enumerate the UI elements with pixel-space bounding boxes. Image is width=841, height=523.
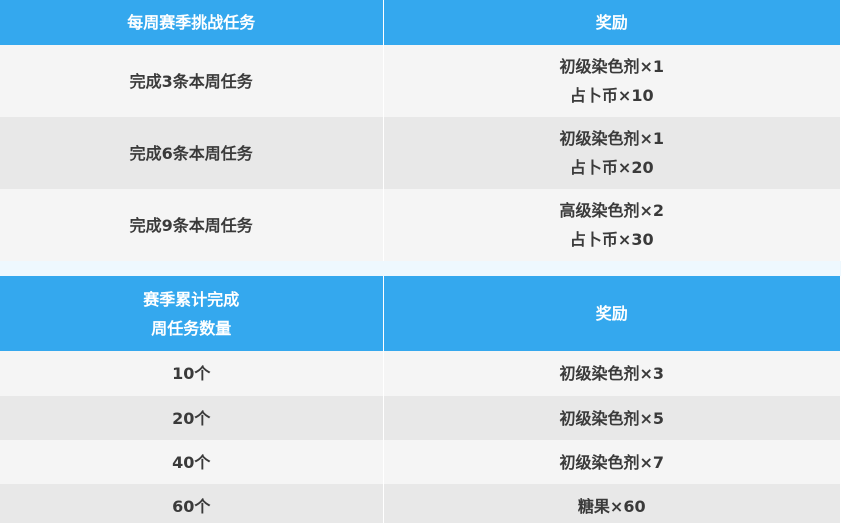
header-task: 每周赛季挑战任务 [0,0,384,45]
table-row: 完成9条本周任务 高级染色剂×2 占卜币×30 [0,189,841,261]
header-line: 赛季累计完成 [143,289,240,309]
task-cell: 完成9条本周任务 [0,189,384,261]
task-cell: 完成3条本周任务 [0,45,384,117]
table-spacer [0,261,841,276]
header-line: 周任务数量 [151,318,232,338]
count-cell: 60个 [0,484,384,523]
header-reward: 奖励 [383,0,841,45]
reward-cell: 初级染色剂×5 [383,396,841,440]
reward-cell: 糖果×60 [383,484,841,523]
table-header: 每周赛季挑战任务 奖励 [0,0,841,45]
reward-line: 占卜币×30 [569,230,654,249]
reward-cell: 初级染色剂×1 占卜币×10 [383,45,841,117]
season-cumulative-table: 赛季累计完成 周任务数量 奖励 10个 初级染色剂×3 20个 初级染色剂×5 4… [0,276,841,523]
reward-line: 占卜币×20 [569,158,654,177]
reward-line: 高级染色剂×2 [559,201,665,220]
reward-cell: 初级染色剂×3 [383,351,841,396]
table-row: 10个 初级染色剂×3 [0,351,841,396]
table-row: 完成3条本周任务 初级染色剂×1 占卜币×10 [0,45,841,117]
header-reward: 奖励 [383,276,841,351]
count-cell: 40个 [0,440,384,484]
weekly-challenge-table: 每周赛季挑战任务 奖励 完成3条本周任务 初级染色剂×1 占卜币×10 完成6条本… [0,0,841,261]
reward-cell: 初级染色剂×7 [383,440,841,484]
reward-line: 占卜币×10 [569,86,654,105]
task-cell: 完成6条本周任务 [0,117,384,189]
count-cell: 10个 [0,351,384,396]
reward-line: 初级染色剂×1 [559,129,665,148]
count-cell: 20个 [0,396,384,440]
table-row: 60个 糖果×60 [0,484,841,523]
reward-cell: 初级染色剂×1 占卜币×20 [383,117,841,189]
table-row: 完成6条本周任务 初级染色剂×1 占卜币×20 [0,117,841,189]
table-header: 赛季累计完成 周任务数量 奖励 [0,276,841,351]
reward-cell: 高级染色剂×2 占卜币×30 [383,189,841,261]
reward-line: 初级染色剂×1 [559,57,665,76]
table-row: 20个 初级染色剂×5 [0,396,841,440]
header-count: 赛季累计完成 周任务数量 [0,276,384,351]
table-row: 40个 初级染色剂×7 [0,440,841,484]
